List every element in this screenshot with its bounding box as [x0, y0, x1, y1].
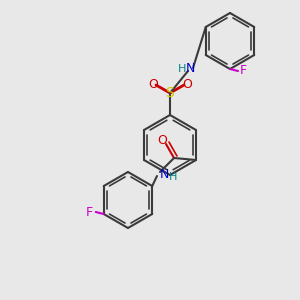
Text: S: S: [166, 86, 174, 100]
Text: H: H: [169, 172, 177, 182]
Text: H: H: [178, 64, 186, 74]
Text: O: O: [148, 77, 158, 91]
Text: F: F: [239, 64, 247, 77]
Text: N: N: [185, 62, 195, 76]
Text: O: O: [157, 134, 167, 146]
Text: O: O: [182, 77, 192, 91]
Text: N: N: [159, 167, 169, 181]
Text: F: F: [86, 206, 93, 218]
